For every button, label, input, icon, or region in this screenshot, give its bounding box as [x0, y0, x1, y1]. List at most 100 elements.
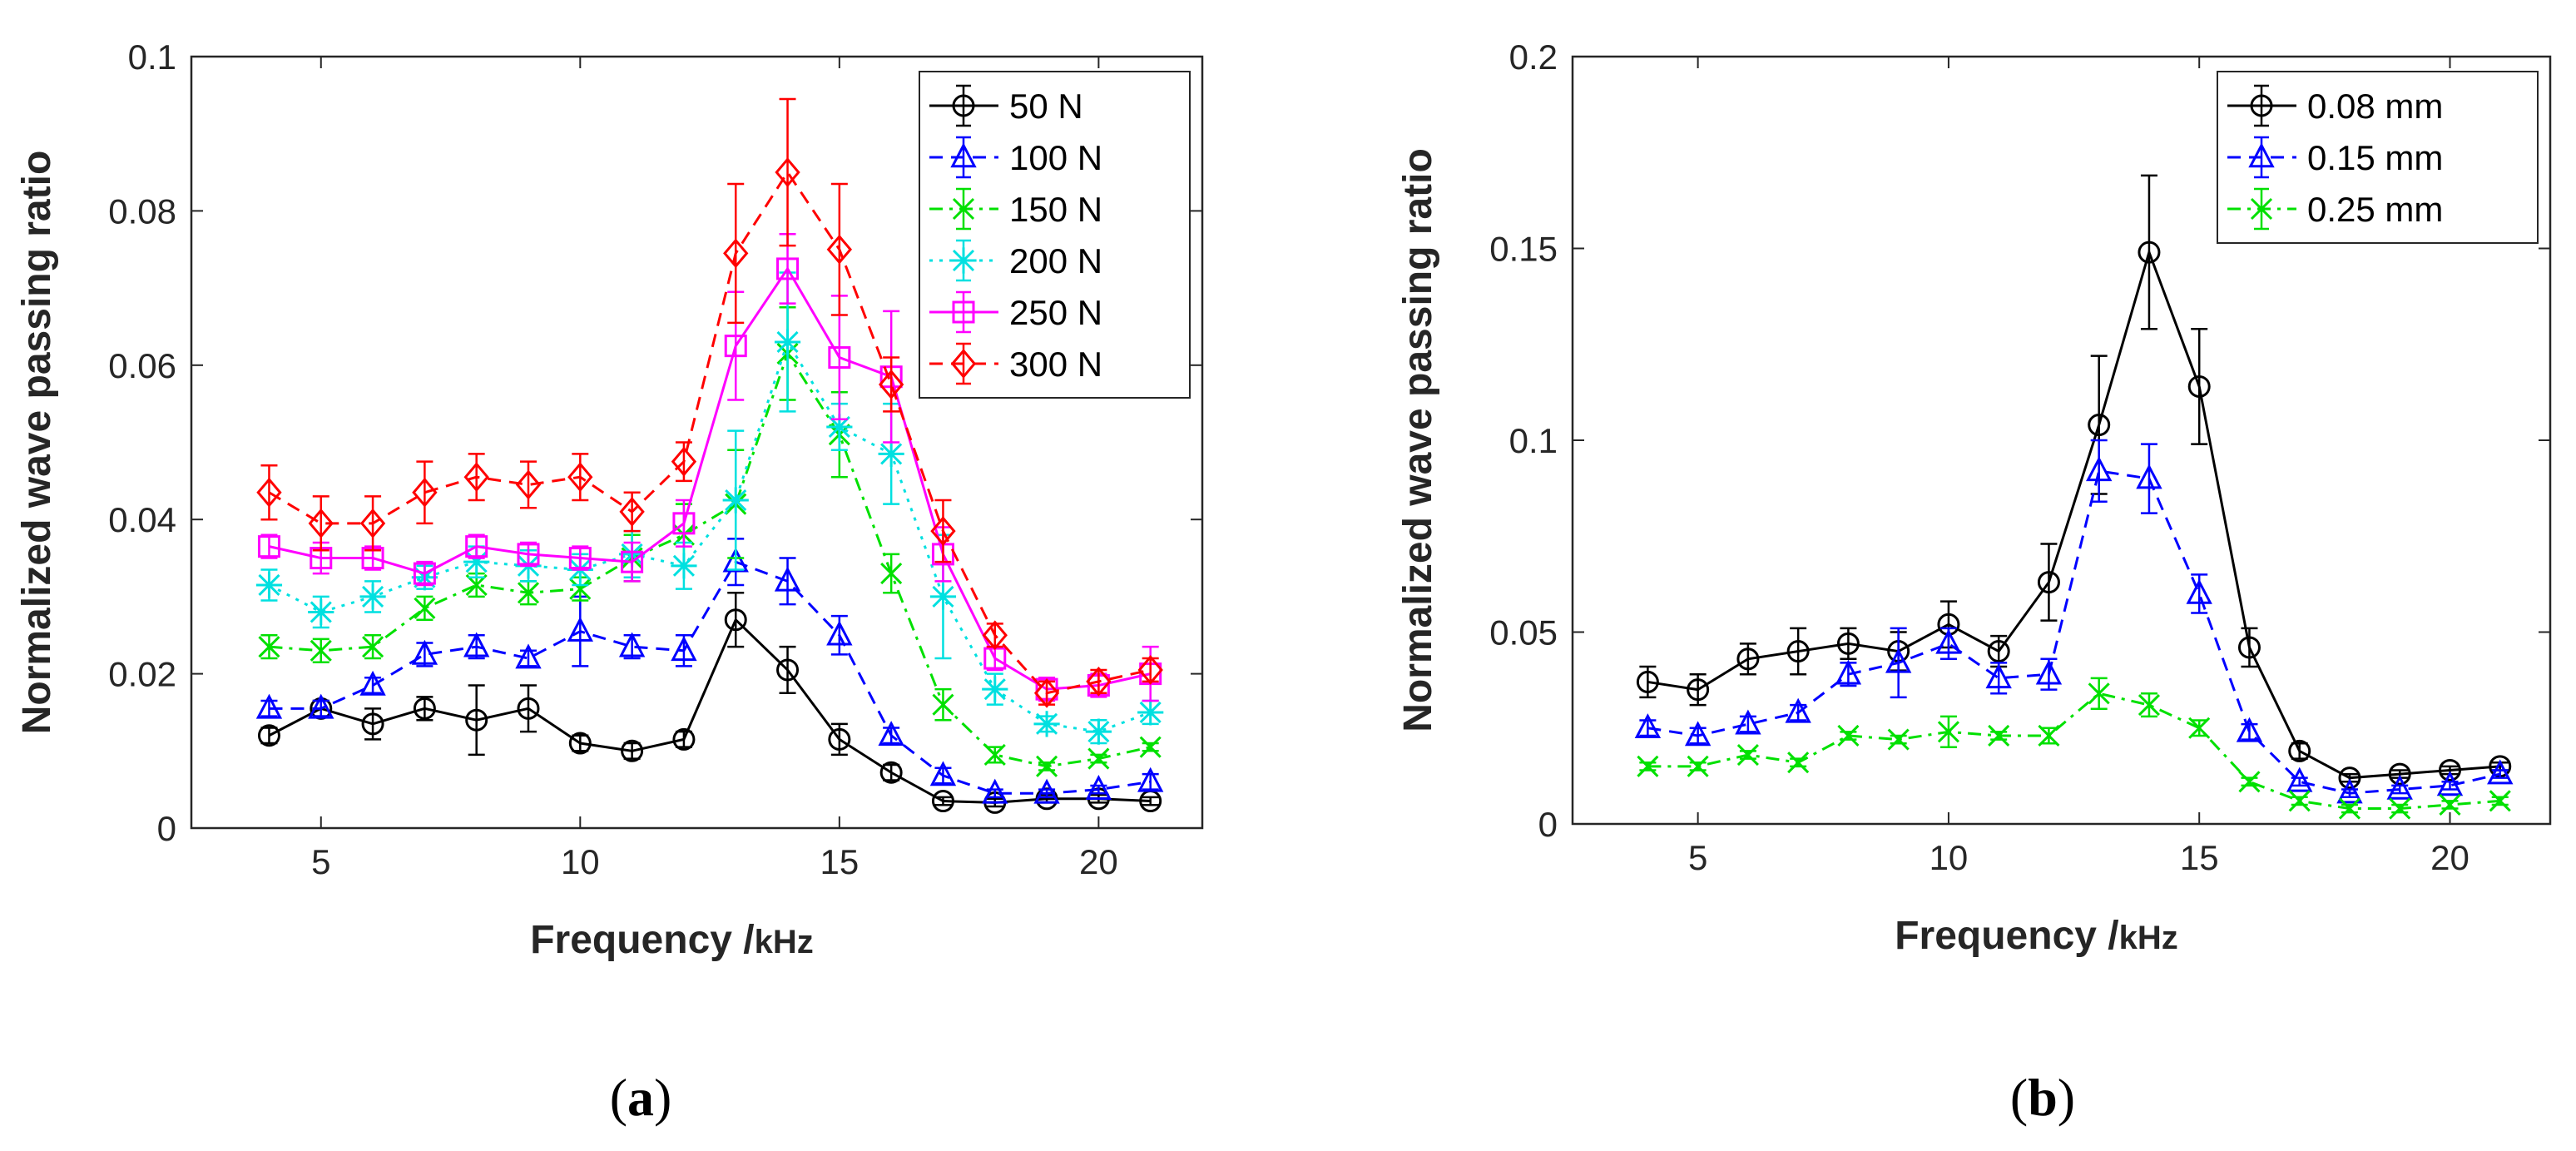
- data-point: [1033, 711, 1060, 737]
- x-tick-label: 15: [2180, 838, 2219, 877]
- error-bar: [2140, 174, 2157, 330]
- data-point: [1139, 736, 1162, 758]
- error-bar: [1790, 627, 1807, 676]
- data-point: [2237, 636, 2261, 659]
- data-point: [515, 469, 542, 500]
- legend-marker: [952, 197, 975, 221]
- error-bar: [883, 356, 900, 413]
- data-point: [2388, 762, 2411, 786]
- data-point: [2338, 767, 2361, 790]
- data-point: [724, 608, 747, 632]
- y-tick-label: 0.15: [1489, 230, 1558, 269]
- data-point: [776, 658, 800, 682]
- x-tick-label: 5: [311, 842, 330, 881]
- legend-label: 200 N: [1009, 241, 1102, 280]
- error-bar: [934, 767, 952, 785]
- x-axis-label-text: Frequency /: [1895, 914, 2118, 958]
- data-point: [1637, 755, 1659, 777]
- error-bar: [2241, 722, 2258, 741]
- data-point: [310, 639, 332, 662]
- series-0-25-mm: [1637, 677, 2511, 820]
- series-line: [269, 350, 1152, 768]
- x-tick-label: 5: [1688, 838, 1707, 877]
- legend-marker: [950, 142, 977, 168]
- data-point: [2288, 790, 2311, 812]
- data-point: [775, 157, 800, 187]
- error-bar: [2040, 543, 2058, 622]
- y-axis-label: Normalized wave passing ratio: [15, 151, 59, 735]
- error-bar: [779, 557, 796, 606]
- data-point: [2386, 774, 2413, 800]
- error-bar: [1142, 657, 1159, 683]
- error-bar: [1890, 627, 1907, 699]
- data-point: [1736, 743, 1759, 767]
- data-point: [1937, 721, 1959, 743]
- x-axis-label: Frequency /kHz: [1895, 914, 2178, 958]
- data-point: [2088, 414, 2111, 437]
- error-bar: [623, 541, 641, 583]
- legend-label: 0.25 mm: [2307, 190, 2443, 229]
- error-bar: [260, 727, 278, 745]
- data-point: [308, 693, 334, 719]
- data-point: [308, 508, 334, 538]
- error-bar: [1739, 715, 1756, 733]
- data-point: [1735, 709, 1761, 735]
- legend-error-bar: [956, 84, 971, 127]
- error-bar: [520, 649, 537, 667]
- y-tick-label: 0.2: [1509, 37, 1558, 77]
- data-point: [722, 547, 749, 573]
- data-point: [308, 598, 334, 626]
- x-tick-label: 20: [1079, 842, 1118, 881]
- data-point: [568, 547, 592, 570]
- error-bar: [883, 727, 900, 745]
- error-bar: [1142, 796, 1159, 806]
- data-point: [2138, 241, 2161, 264]
- data-point: [2438, 758, 2461, 781]
- error-bar: [468, 684, 485, 757]
- data-point: [1787, 752, 1810, 774]
- error-bar: [883, 763, 900, 781]
- data-point: [929, 583, 957, 610]
- data-point: [255, 572, 283, 598]
- series-line: [268, 339, 1152, 733]
- data-point: [2489, 790, 2511, 812]
- data-point: [362, 636, 384, 658]
- chart-b: 5 10 15 20 0 0.05 0.1 0.15 0.2 Frequency /kHz Norm…: [1396, 37, 2552, 1127]
- y-tick-label: 0.04: [108, 500, 176, 539]
- data-point: [463, 462, 489, 493]
- error-bar: [2191, 328, 2208, 445]
- error-bar: [727, 182, 745, 325]
- legend-marker: [952, 300, 975, 324]
- error-bar: [572, 453, 589, 502]
- data-point: [672, 512, 696, 535]
- error-bar: [779, 97, 796, 247]
- data-point: [412, 477, 438, 508]
- data-point: [567, 616, 593, 642]
- legend-label: 150 N: [1009, 190, 1102, 229]
- data-point: [774, 566, 801, 592]
- data-point: [878, 370, 904, 399]
- data-point: [826, 620, 853, 646]
- data-point: [411, 639, 438, 665]
- data-point: [2086, 456, 2113, 482]
- error-bar: [675, 730, 692, 748]
- data-point: [359, 508, 386, 538]
- data-point: [1785, 697, 1811, 723]
- data-point: [672, 727, 696, 751]
- y-tick-label: 0: [1538, 805, 1558, 844]
- data-point: [2389, 797, 2411, 820]
- data-point: [2238, 771, 2261, 793]
- data-point: [621, 739, 644, 762]
- y-tick-label: 0.1: [1509, 421, 1558, 460]
- data-point: [517, 697, 540, 720]
- y-tick-label: 0.1: [128, 37, 176, 77]
- error-bar: [675, 499, 692, 548]
- error-bar: [520, 684, 537, 733]
- x-tick-label: 20: [2430, 838, 2469, 877]
- error-bar: [830, 182, 848, 316]
- y-axis-label: Normalized wave passing ratio: [1396, 148, 1440, 732]
- x-tick-label: 10: [561, 842, 600, 881]
- panel-letter: a: [627, 1068, 654, 1127]
- data-point: [517, 582, 540, 604]
